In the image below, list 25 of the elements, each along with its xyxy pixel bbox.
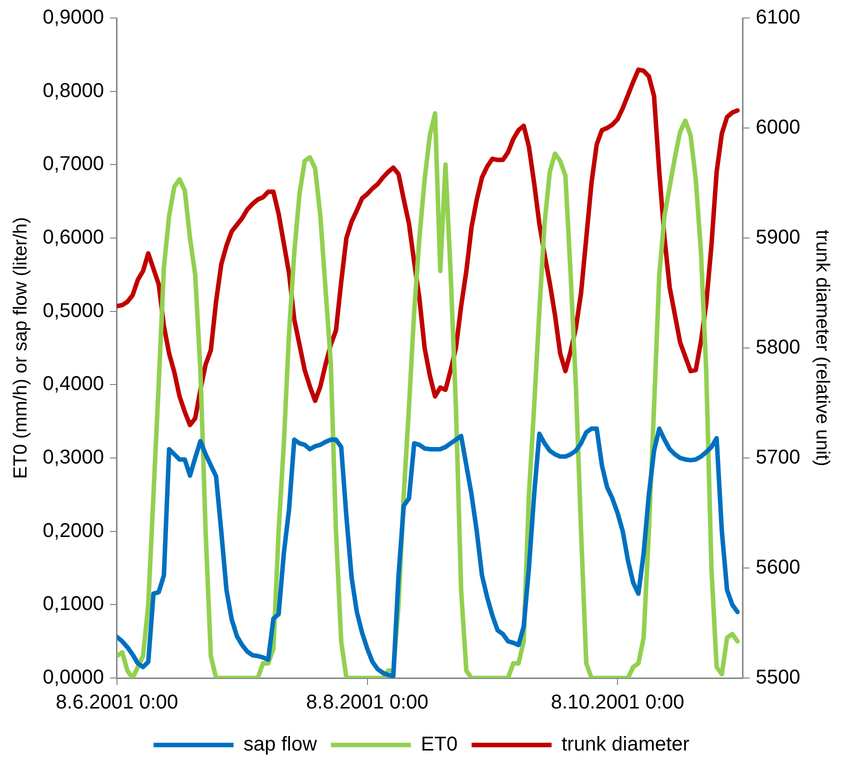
y-tick-label: 0,5000 bbox=[42, 300, 104, 322]
legend-label: trunk diameter bbox=[562, 734, 690, 756]
y2-tick-label: 5600 bbox=[756, 556, 800, 579]
y2-tick-label: 5900 bbox=[756, 226, 800, 249]
y2-tick-label: 6000 bbox=[756, 116, 800, 139]
y2-tick-label: 5500 bbox=[756, 666, 800, 689]
y-tick-label: 0,3000 bbox=[42, 446, 104, 469]
y-tick-label: 0,7000 bbox=[42, 153, 104, 176]
y-axis-title: ET0 (mm/h) or sap flow (liter/h) bbox=[10, 217, 32, 479]
y-tick-label: 0,2000 bbox=[42, 520, 104, 542]
y-tick-label: 0,8000 bbox=[42, 80, 104, 102]
y-tick-label: 0,9000 bbox=[42, 6, 104, 29]
legend-label: sap flow bbox=[244, 734, 318, 756]
x-tick-label: 8.8.2001 0:00 bbox=[306, 692, 428, 714]
y-tick-label: 0,4000 bbox=[42, 373, 104, 396]
x-tick-label: 8.10.2001 0:00 bbox=[550, 692, 684, 714]
y-tick-label: 0,6000 bbox=[42, 226, 104, 249]
legend-label: ET0 bbox=[420, 734, 458, 756]
y-tick-label: 0,1000 bbox=[42, 593, 104, 616]
y2-tick-label: 5700 bbox=[756, 446, 800, 469]
y2-tick-label: 6100 bbox=[756, 6, 800, 29]
y2-tick-label: 5800 bbox=[756, 336, 800, 359]
y-tick-label: 0,0000 bbox=[42, 666, 104, 689]
x-tick-label: 8.6.2001 0:00 bbox=[56, 692, 178, 714]
y2-axis-title: trunk diameter (relative unit) bbox=[811, 230, 832, 466]
